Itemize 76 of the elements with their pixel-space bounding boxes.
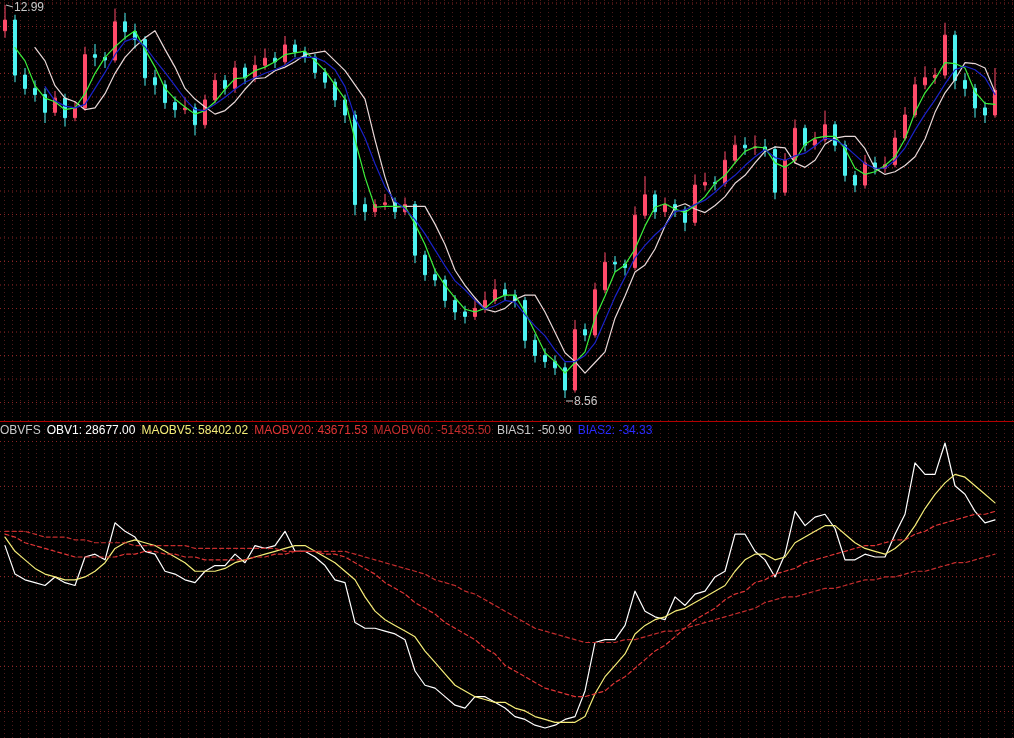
candlestick [793,118,797,165]
candlestick [243,63,247,85]
candlestick [363,197,367,222]
candlestick [903,106,907,142]
candlestick [213,72,217,104]
candlestick [803,124,807,152]
text: BIAS2: -34.33 [577,423,653,437]
candlestick [683,205,687,232]
candlestick [353,110,357,216]
candlestick [653,189,657,220]
candlestick [73,101,77,122]
candlestick [663,197,667,218]
candlestick [563,362,567,399]
candlestick [733,134,737,165]
candlestick [853,170,857,193]
candlestick [43,87,47,124]
candlestick [233,60,237,94]
candlestick [773,145,777,200]
candlestick [263,47,267,71]
text: MAOBV5: 58402.02 [141,423,249,437]
candlestick [813,131,817,151]
text: OBV1: 28677.00 [46,423,136,437]
candlestick [703,172,707,191]
candlestick [573,319,577,394]
candlestick [983,101,987,124]
candlestick [913,76,917,119]
candlestick [383,193,387,211]
candlestick [13,14,17,83]
annotation: 12.99 [14,0,45,14]
candlestick [293,39,297,58]
text: MAOBV20: 43671.53 [254,423,368,437]
candlestick [583,322,587,342]
candlestick [443,275,447,309]
candlestick [493,278,497,305]
candlestick [483,291,487,314]
candlestick [533,333,537,364]
candlestick [503,282,507,301]
candlestick [693,173,697,227]
candlestick [593,282,597,339]
annotation: 8.56 [574,394,598,408]
text: BIAS1: -50.90 [496,423,573,437]
candlestick [33,79,37,103]
candlestick [183,96,187,115]
candlestick [873,156,877,175]
candlestick [113,8,117,64]
candlestick [943,22,947,80]
candlestick [633,205,637,271]
candlestick [613,255,617,273]
candlestick [643,175,647,220]
candlestick [23,67,27,96]
candlestick [923,65,927,90]
candlestick [433,267,437,287]
candlestick [203,94,207,129]
candlestick [603,252,607,294]
candlestick [123,12,127,41]
candlestick [993,67,997,119]
candlestick [93,43,97,67]
text: MAOBV60: -51435.50 [373,423,492,437]
candlestick [543,347,547,369]
candlestick [83,46,87,112]
candlestick [223,74,227,96]
candlestick [323,67,327,89]
chart-title: OBVFS [0,423,41,437]
candlestick [153,69,157,96]
candlestick [463,305,467,324]
candlestick [743,136,747,156]
candlestick [173,95,177,119]
candlestick [453,294,457,321]
candlestick [963,72,967,97]
candlestick [953,30,957,90]
candlestick [3,4,7,39]
candlestick [473,298,477,321]
candlestick [423,250,427,282]
candlestick [523,296,527,349]
candlestick [783,152,787,197]
candlestick [283,35,287,65]
